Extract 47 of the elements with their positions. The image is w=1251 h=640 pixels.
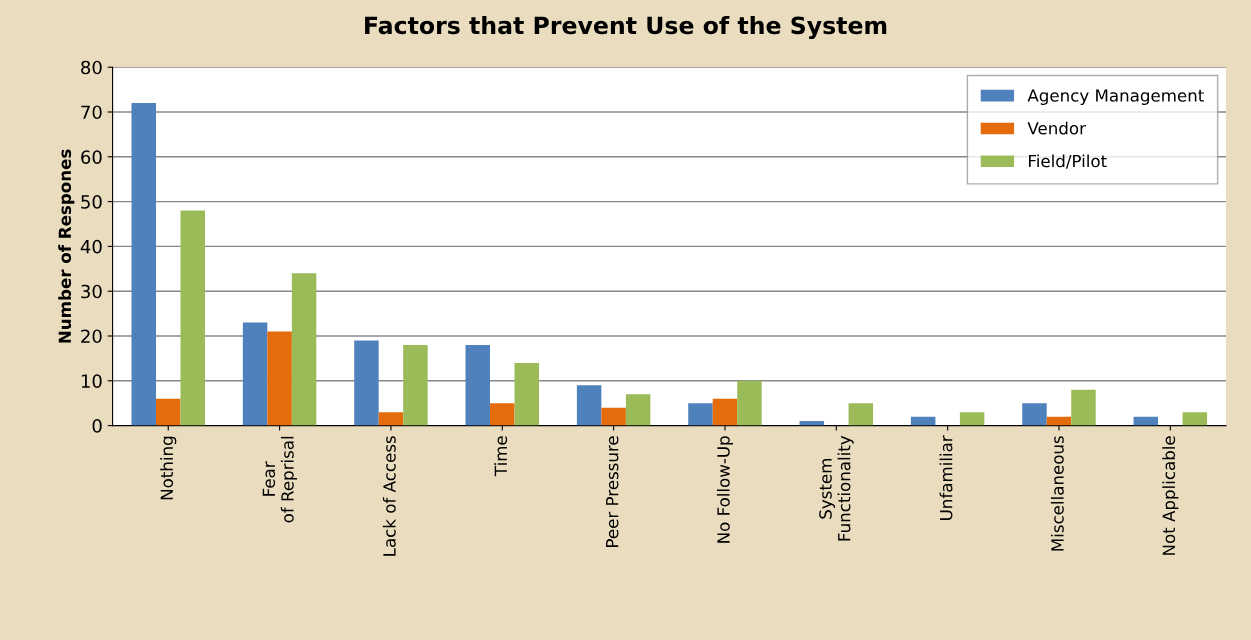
bar [625,394,651,426]
bar [514,362,540,426]
bar [959,412,985,426]
bar [576,385,602,426]
y-tick-label: 50 [81,195,102,209]
bar [848,403,874,426]
x-tick-label: Not Applicable [1162,436,1179,555]
y-tick-label: 40 [80,239,102,254]
x-tick-label: Miscellaneous [1050,436,1064,551]
bar [354,340,379,426]
x-tick-label: Unfamiliar [939,435,953,520]
bar [267,331,292,426]
bar [291,273,317,426]
x-tick-label: Lack of Access [382,436,396,556]
y-axis-title: Number of Respones [58,149,75,343]
x-tick-label: Time [494,436,508,477]
bar [712,398,738,426]
bar [465,344,491,426]
bar [1182,412,1208,426]
y-tick-label: 60 [81,150,102,164]
bar [737,380,762,426]
x-tick-label: Fear of Reprisal [262,436,297,523]
y-tick-label: 70 [81,105,102,120]
bar [378,412,404,426]
x-tick-label: System Functionality [819,435,854,541]
legend-label: Field/Pilot [1029,154,1107,169]
bar [1022,403,1047,426]
y-tick-label: 10 [81,374,102,388]
y-tick-label: 0 [92,419,102,433]
bar [180,210,205,426]
legend-label: Agency Management [1027,89,1204,105]
bar [403,344,428,426]
bar [131,103,157,426]
bar [242,322,268,426]
x-tick-label: No Follow-Up [716,436,734,543]
y-tick-label: 20 [81,329,102,344]
bar [1071,389,1096,426]
x-tick-label: Nothing [160,436,177,500]
legend-label: Vendor [1027,121,1086,135]
x-tick-label: Peer Pressure [606,436,619,547]
y-tick-label: 30 [81,284,102,299]
bar [490,403,515,426]
bar [156,398,181,426]
bar [601,407,626,426]
bar [688,403,713,426]
y-tick-label: 80 [81,60,102,75]
chart-title: Factors that Prevent Use of the System [365,16,887,40]
